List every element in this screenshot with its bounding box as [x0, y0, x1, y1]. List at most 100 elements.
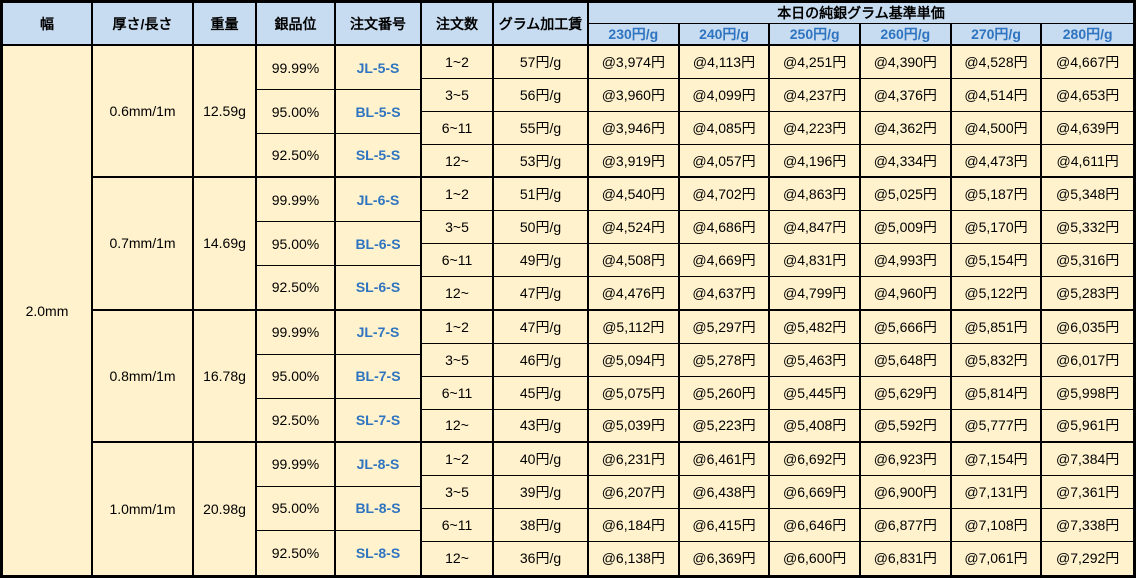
order-number-link[interactable]: JL-5-S: [336, 46, 422, 91]
fee-cell: 47円/g: [494, 310, 589, 344]
order-number-link[interactable]: BL-8-S: [336, 486, 422, 531]
order-number-link[interactable]: JL-7-S: [336, 310, 422, 355]
price-cell: @7,361円: [1042, 475, 1133, 509]
price-cell: @4,960円: [860, 277, 952, 311]
order-number-link[interactable]: SL-7-S: [336, 398, 422, 443]
order-number-link[interactable]: SL-6-S: [336, 266, 422, 311]
price-cell: @4,508円: [589, 244, 680, 278]
price-cell: @5,316円: [1042, 244, 1133, 278]
price-cell: @6,184円: [589, 508, 680, 542]
order-number-link[interactable]: JL-6-S: [336, 178, 422, 223]
purity-cell: 95.00%: [257, 486, 336, 531]
price-cell: @5,170円: [951, 211, 1043, 245]
price-cell: @3,974円: [589, 46, 680, 80]
price-cell: @4,196円: [770, 145, 861, 179]
col-header-fee: グラム加工賃: [494, 3, 589, 46]
qty-cell: 12~: [422, 145, 494, 179]
qty-cell: 12~: [422, 541, 494, 575]
fee-cell: 47円/g: [494, 277, 589, 311]
qty-cell: 12~: [422, 409, 494, 443]
price-cell: @6,438円: [679, 475, 771, 509]
order-number-link[interactable]: BL-6-S: [336, 222, 422, 267]
price-cell: @4,528円: [951, 46, 1043, 80]
price-cell: @7,338円: [1042, 508, 1133, 542]
col-header-purity: 銀品位: [257, 3, 336, 46]
price-cell: @5,482円: [770, 310, 861, 344]
price-cell: @5,297円: [679, 310, 771, 344]
price-cell: @6,646円: [770, 508, 861, 542]
price-cell: @5,998円: [1042, 376, 1133, 410]
purity-cell: 99.99%: [257, 442, 336, 487]
price-cell: @4,669円: [679, 244, 771, 278]
price-group-header: 本日の純銀グラム基準単価: [589, 3, 1133, 24]
purity-cell: 92.50%: [257, 266, 336, 311]
price-cell: @5,260円: [679, 376, 771, 410]
price-cell: @6,669円: [770, 475, 861, 509]
order-number-link[interactable]: JL-8-S: [336, 442, 422, 487]
price-cell: @4,473円: [951, 145, 1043, 179]
width-value-cell: 2.0mm: [3, 46, 93, 575]
price-cell: @6,231円: [589, 442, 680, 476]
qty-cell: 12~: [422, 277, 494, 311]
price-cell: @6,923円: [860, 442, 952, 476]
price-cell: @5,777円: [951, 409, 1043, 443]
price-cell: @4,667円: [1042, 46, 1133, 80]
qty-cell: 6~11: [422, 376, 494, 410]
price-cell: @4,237円: [770, 79, 861, 113]
fee-cell: 36円/g: [494, 541, 589, 575]
price-cell: @4,993円: [860, 244, 952, 278]
price-cell: @4,099円: [679, 79, 771, 113]
qty-cell: 1~2: [422, 442, 494, 476]
price-cell: @5,112円: [589, 310, 680, 344]
purity-cell: 99.99%: [257, 178, 336, 223]
price-cell: @4,223円: [770, 112, 861, 146]
purity-cell: 95.00%: [257, 222, 336, 267]
price-cell: @4,639円: [1042, 112, 1133, 146]
fee-cell: 38円/g: [494, 508, 589, 542]
col-header-weight: 重量: [194, 3, 257, 46]
col-header-order-number: 注文番号: [336, 3, 422, 46]
price-cell: @7,154円: [951, 442, 1043, 476]
price-cell: @5,094円: [589, 343, 680, 377]
price-cell: @7,061円: [951, 541, 1043, 575]
price-cell: @4,500円: [951, 112, 1043, 146]
order-number-link[interactable]: SL-5-S: [336, 134, 422, 179]
price-cell: @5,039円: [589, 409, 680, 443]
weight-cell: 20.98g: [194, 442, 257, 575]
fee-cell: 53円/g: [494, 145, 589, 179]
price-cell: @5,629円: [860, 376, 952, 410]
price-cell: @5,122円: [951, 277, 1043, 311]
qty-cell: 1~2: [422, 46, 494, 80]
price-cell: @6,207円: [589, 475, 680, 509]
price-cell: @5,814円: [951, 376, 1043, 410]
order-number-link[interactable]: SL-8-S: [336, 530, 422, 575]
price-cell: @4,514円: [951, 79, 1043, 113]
thickness-cell: 0.8mm/1m: [93, 310, 194, 443]
price-cell: @5,154円: [951, 244, 1043, 278]
order-number-link[interactable]: BL-7-S: [336, 354, 422, 399]
order-number-link[interactable]: BL-5-S: [336, 90, 422, 135]
purity-cell: 92.50%: [257, 398, 336, 443]
price-cell: @4,847円: [770, 211, 861, 245]
price-cell: @4,611円: [1042, 145, 1133, 179]
price-cell: @5,332円: [1042, 211, 1133, 245]
purity-cell: 99.99%: [257, 310, 336, 355]
price-cell: @6,900円: [860, 475, 952, 509]
price-cell: @6,831円: [860, 541, 952, 575]
purity-cell: 92.50%: [257, 134, 336, 179]
price-cell: @4,686円: [679, 211, 771, 245]
price-cell: @4,653円: [1042, 79, 1133, 113]
qty-cell: 3~5: [422, 211, 494, 245]
price-cell: @4,113円: [679, 46, 771, 80]
fee-cell: 56円/g: [494, 79, 589, 113]
price-cell: @4,799円: [770, 277, 861, 311]
col-header-width: 幅: [3, 3, 93, 46]
price-cell: @6,017円: [1042, 343, 1133, 377]
fee-cell: 40円/g: [494, 442, 589, 476]
fee-cell: 55円/g: [494, 112, 589, 146]
price-cell: @4,524円: [589, 211, 680, 245]
qty-cell: 3~5: [422, 475, 494, 509]
price-cell: @5,009円: [860, 211, 952, 245]
purity-cell: 92.50%: [257, 530, 336, 575]
price-col-header-280: 280円/g: [1042, 24, 1133, 46]
